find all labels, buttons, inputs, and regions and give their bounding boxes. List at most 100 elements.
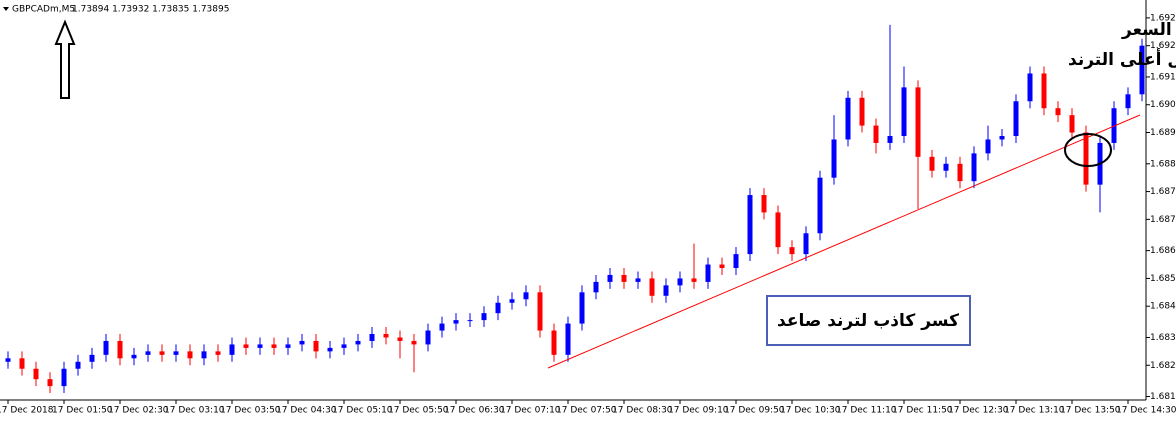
candle-body [187,351,193,359]
x-tick-label: 17 Dec 13:10 [1004,406,1065,416]
candle-body [551,330,557,355]
y-tick-label: 1.6870 [1150,215,1176,225]
candle-body [439,323,445,331]
candle-body [397,337,403,341]
candle-body [201,351,207,359]
x-tick-label: 17 Dec 14:30 [1116,406,1176,416]
candle-body [1013,101,1019,136]
candle-body [817,177,823,234]
candle-body [565,323,571,355]
candle-body [47,379,53,387]
annotation-box-text: كسر كاذب لترند صاعد [777,311,959,331]
candle-body [1139,45,1145,95]
y-tick-label: 1.6895 [1150,128,1176,138]
candle-body [971,153,977,182]
candle-body [383,334,389,338]
candle-body [103,340,109,355]
candle-body [1055,108,1061,116]
candle-body [1069,115,1075,133]
candles [5,24,1145,394]
x-tick-label: 17 Dec 08:30 [612,406,673,416]
candle-body [509,299,515,303]
candle-body [411,340,417,345]
candle-body [537,292,543,331]
candle-body [901,87,907,136]
candle-body [929,156,935,171]
candle-body [243,344,249,348]
candle-body [775,212,781,248]
x-tick-label: 17 Dec 2018 [0,406,54,416]
candle-body [593,281,599,293]
candle-body [299,340,305,345]
candle-body [943,163,949,171]
x-tick-label: 17 Dec 09:10 [668,406,729,416]
candle-body [271,344,277,348]
candle-body [523,292,529,300]
annotation-line-1: كسر كاذب و عودة السعر [1121,20,1176,40]
x-tick-label: 17 Dec 12:30 [948,406,1009,416]
x-tick-label: 17 Dec 05:50 [388,406,449,416]
annotation-box [766,295,971,346]
candle-body [873,125,879,143]
candle-body [285,344,291,348]
candle-body [117,340,123,359]
candle-body [75,361,81,369]
y-tick-label: 1.6828 [1150,361,1176,371]
candle-body [649,278,655,296]
candle-body [957,163,963,182]
candle-body [481,313,487,321]
candle-body [1027,73,1033,102]
candle-body [859,97,865,126]
menu-triangle[interactable] [3,7,9,11]
y-tick-label: 1.6920 [1150,41,1176,51]
candle-body [145,351,151,355]
candle-body [677,278,683,286]
symbol: GBPCADm,M5 [12,5,75,15]
candle-body [89,354,95,362]
candle-body [173,351,179,355]
candle-body [831,139,837,178]
y-tick-label: 1.6886 [1150,159,1176,169]
candle-body [1125,94,1131,109]
candle-body [803,233,809,255]
x-tick-label: 17 Dec 03:50 [220,406,281,416]
candle-body [355,340,361,345]
x-tick-label: 17 Dec 05:10 [332,406,393,416]
y-tick-label: 1.6928 [1150,13,1176,23]
x-tick-label: 17 Dec 01:50 [52,406,113,416]
x-tick-label: 17 Dec 07:50 [556,406,617,416]
highlight-ellipse [1064,133,1112,167]
candle-body [747,195,753,255]
candle-body [761,195,767,213]
candle-body [369,334,375,341]
candle-body [985,139,991,154]
candle-body [19,358,25,369]
candle-body [663,285,669,296]
x-tick-label: 17 Dec 06:30 [444,406,505,416]
x-tick-label: 17 Dec 03:10 [164,406,225,416]
candle-body [887,136,893,143]
y-tick-label: 1.6903 [1150,100,1176,110]
candle-body [1041,73,1047,109]
candle-body [33,368,39,380]
candle-body [229,344,235,355]
y-tick-label: 1.6819 [1150,392,1176,402]
annotation-line-2: للتداول أعلى الترند [1068,48,1176,70]
candle-body [621,274,627,282]
candle-body [579,292,585,324]
candle-body [691,278,697,282]
candle-body [789,247,795,255]
x-tick-label: 17 Dec 07:10 [500,406,561,416]
x-tick-label: 17 Dec 11:10 [836,406,897,416]
candle-body [635,278,641,282]
candle-body [425,330,431,345]
candle-body [159,351,165,355]
candle-body [313,340,319,352]
x-tick-label: 17 Dec 11:50 [892,406,953,416]
candle-body [495,302,501,314]
arrow-up [54,19,76,99]
x-tick-label: 17 Dec 10:30 [780,406,841,416]
candle-body [215,351,221,355]
candle-body [915,87,921,157]
